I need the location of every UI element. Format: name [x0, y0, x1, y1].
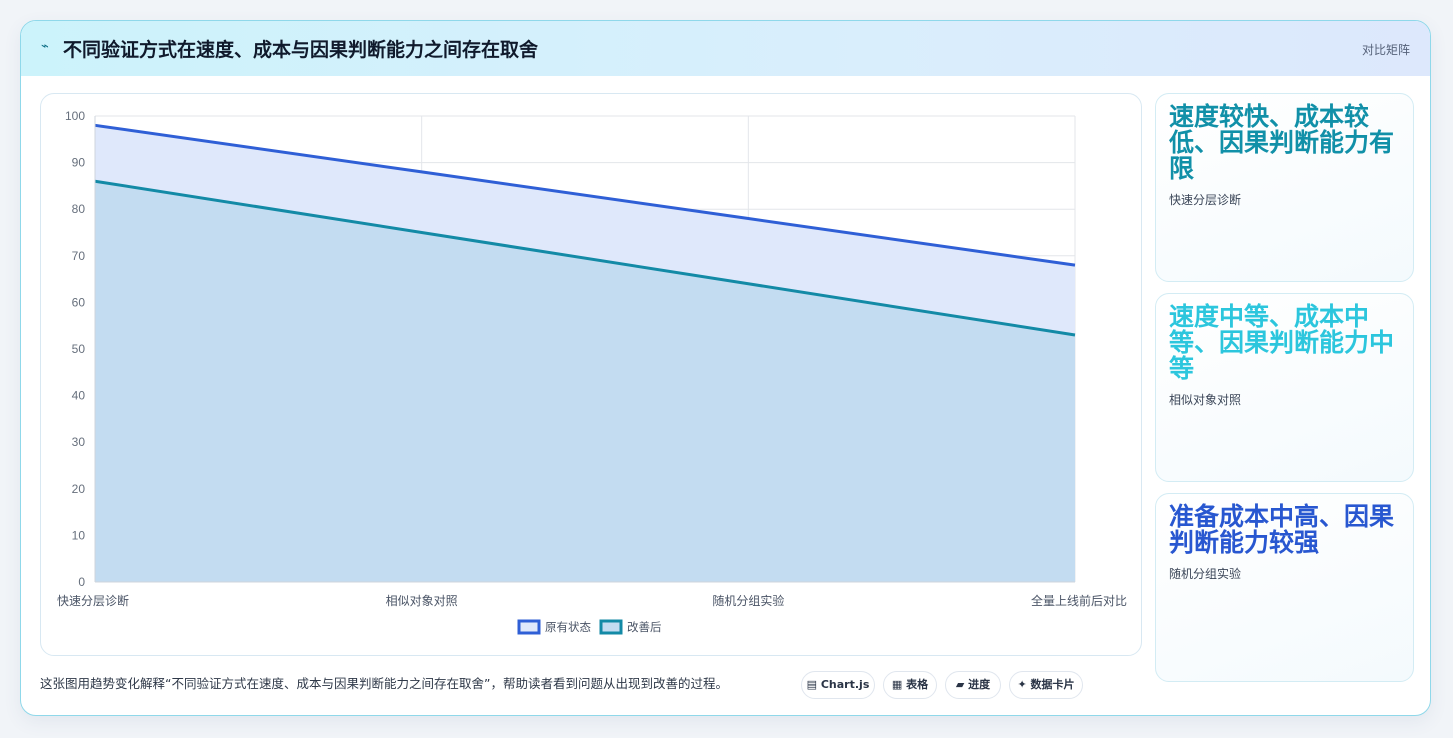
chart-panel: 0 10 20 30 40 50 60 70 80 90 100 快速分层诊断 相似对象对照 随机分组实验… — [40, 93, 1142, 656]
series-line-2 — [94, 179, 1076, 337]
pill-label: 进度 — [968, 678, 991, 691]
x-tick-label: 快速分层诊断 — [57, 593, 129, 608]
y-tick-label: 30 — [72, 435, 86, 449]
x-tick-label: 全量上线前后对比 — [1031, 593, 1127, 608]
area-chart: 0 10 20 30 40 50 60 70 80 90 100 快速分层诊断 相似对象对照 随机分组实验… — [57, 109, 1127, 635]
header: ⌁ 不同验证方式在速度、成本与因果判断能力之间存在取舍 对比矩阵 — [21, 21, 1430, 76]
pill-label: 表格 — [906, 678, 929, 691]
pill-label: 数据卡片 — [1030, 678, 1075, 691]
side-card-1: 速度较快、成本较低、因果判断能力有限 快速分层诊断 — [1155, 93, 1414, 282]
series-line-1 — [94, 123, 1076, 267]
y-tick-label: 90 — [72, 156, 86, 170]
side-card-title: 准备成本中高、因果判断能力较强 — [1169, 502, 1395, 557]
y-tick-label: 80 — [72, 202, 86, 216]
pill-table[interactable]: ▦ 表格 — [883, 671, 937, 699]
pulse-icon: ⌁ — [41, 39, 49, 54]
side-card-title: 速度中等、成本中等、因果判断能力中等 — [1169, 302, 1395, 383]
y-tick-label: 100 — [65, 109, 85, 123]
table-icon: ▦ — [891, 678, 903, 691]
pill-progress[interactable]: ▰ 进度 — [945, 671, 1001, 699]
y-tick-label: 50 — [72, 342, 86, 356]
header-tag: 对比矩阵 — [1361, 43, 1410, 57]
legend-item: 原有状态 — [517, 619, 591, 635]
pill-label: Chart.js — [820, 678, 870, 691]
y-tick-label: 20 — [72, 482, 86, 496]
y-tick-label: 10 — [72, 528, 86, 542]
series-area-2 — [95, 181, 1075, 582]
x-tick-label: 相似对象对照 — [386, 594, 458, 608]
sparkle-icon: ✦ — [1017, 678, 1027, 691]
pill-data-card[interactable]: ✦ 数据卡片 — [1009, 671, 1083, 699]
legend-item: 改善后 — [599, 619, 662, 635]
side-card-2: 速度中等、成本中等、因果判断能力中等 相似对象对照 — [1155, 293, 1414, 482]
progress-icon: ▰ — [955, 678, 965, 691]
y-tick-label: 40 — [72, 389, 86, 403]
x-tick-label: 随机分组实验 — [712, 593, 784, 608]
y-tick-label: 0 — [78, 575, 85, 589]
pill-chartjs[interactable]: ▤ Chart.js — [801, 671, 875, 699]
main-card: ⌁ 不同验证方式在速度、成本与因果判断能力之间存在取舍 对比矩阵 0 10 20 30… — [20, 20, 1431, 716]
y-tick-label: 70 — [72, 249, 86, 263]
legend-swatch — [517, 619, 541, 635]
side-card-3: 准备成本中高、因果判断能力较强 随机分组实验 — [1155, 493, 1414, 682]
chart-caption: 这张图用趋势变化解释“不同验证方式在速度、成本与因果判断能力之间存在取舍”，帮助… — [40, 676, 728, 691]
side-card-subtitle: 随机分组实验 — [1169, 567, 1242, 581]
legend-label: 改善后 — [627, 620, 662, 634]
chart-icon: ▤ — [806, 678, 818, 691]
page-title: 不同验证方式在速度、成本与因果判断能力之间存在取舍 — [63, 39, 539, 61]
y-tick-label: 60 — [72, 295, 86, 309]
legend-label: 原有状态 — [545, 620, 591, 634]
side-card-subtitle: 相似对象对照 — [1169, 393, 1242, 407]
side-card-title: 速度较快、成本较低、因果判断能力有限 — [1169, 102, 1395, 183]
legend-swatch — [599, 619, 623, 635]
side-card-subtitle: 快速分层诊断 — [1169, 193, 1242, 207]
